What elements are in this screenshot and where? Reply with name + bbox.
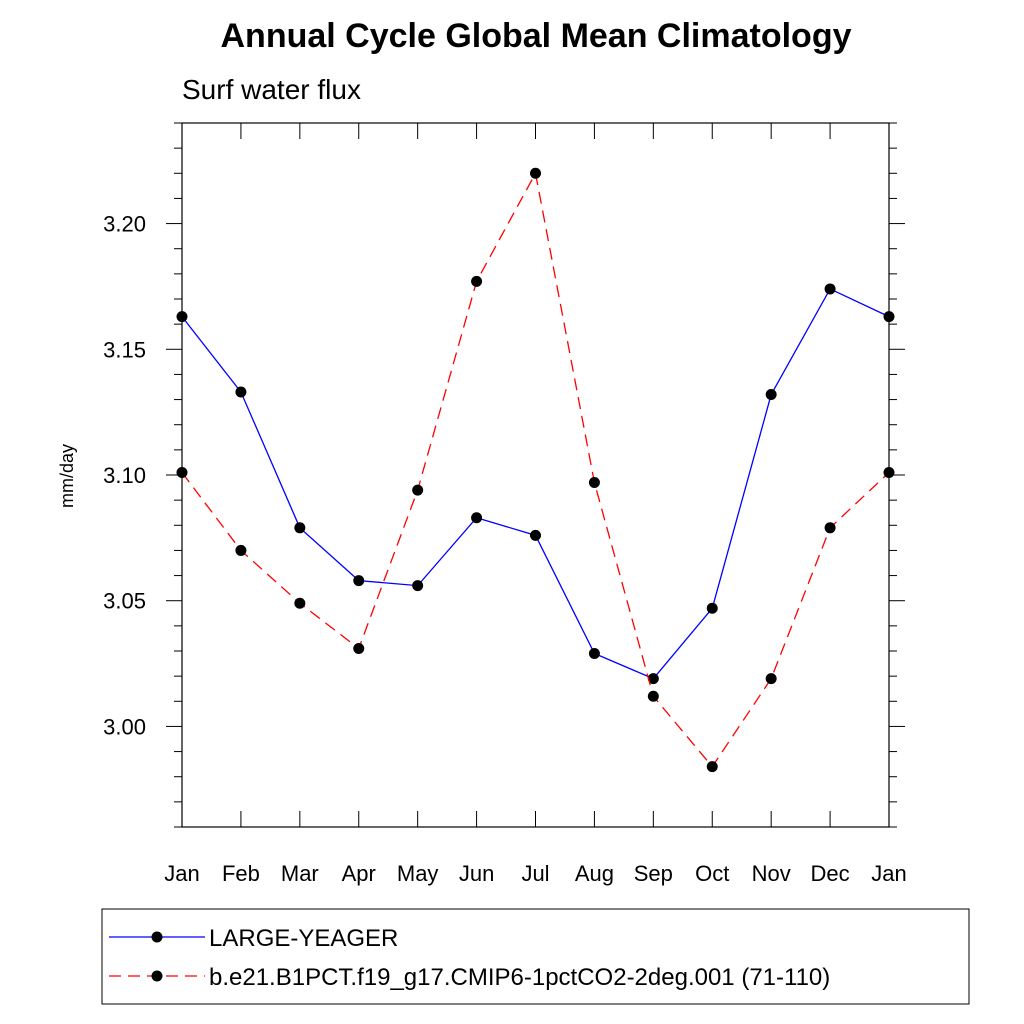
legend-entry-1: LARGE-YEAGER [109,925,398,952]
x-tick-label: Jul [521,861,549,886]
data-point [883,311,895,323]
y-tick-label: 3.05 [103,589,146,614]
data-point [471,512,483,524]
chart-subtitle: Surf water flux [182,74,361,105]
x-tick-label: Jun [459,861,494,886]
data-point [647,673,659,685]
data-point [353,575,365,587]
data-point [412,580,424,592]
data-point [824,283,836,295]
x-tick-label: Apr [342,861,376,886]
data-point [471,275,483,287]
x-tick-label: Nov [752,861,791,886]
x-tick-label: May [397,861,439,886]
x-tick-label: Oct [695,861,729,886]
series-layer [176,167,895,773]
x-tick-label: Jan [871,861,906,886]
x-tick-label: Mar [281,861,319,886]
series-line [181,288,890,680]
data-point [706,761,718,773]
data-point [530,167,541,179]
data-point [294,522,306,534]
data-point [176,466,188,478]
data-point [765,673,777,685]
data-point [235,544,247,556]
x-tick-label: Sep [634,861,673,886]
series-2 [176,167,895,773]
legend-label: b.e21.B1PCT.f19_g17.CMIP6-1pctCO2-2deg.0… [209,964,830,991]
legend-marker [151,970,163,982]
data-point [765,389,777,401]
y-tick-label: 3.10 [103,463,146,488]
y-axis-label: mm/day [57,444,77,508]
legend-box [101,908,970,1005]
y-tick-label: 3.20 [103,212,146,237]
data-point [412,484,424,496]
data-point [294,597,306,609]
legend: LARGE-YEAGER b.e21.B1PCT.f19_g17.CMIP6-1p… [101,908,970,1005]
data-point [706,602,718,614]
legend-label: LARGE-YEAGER [209,925,398,952]
y-tick-label: 3.00 [103,714,146,739]
data-point [353,642,365,654]
data-point [883,466,895,478]
axis-ticks: Jan Feb Mar Apr May Jun Jul Aug Sep Oct Nov Dec Jan 3… [103,122,907,886]
series-line [181,171,890,768]
chart-title: Annual Cycle Global Mean Climatology [221,17,852,55]
y-tick-label: 3.15 [103,337,146,362]
data-point [235,386,247,398]
x-tick-label: Dec [811,861,850,886]
x-tick-label: Jan [164,861,199,886]
legend-entry-2: b.e21.B1PCT.f19_g17.CMIP6-1pctCO2-2deg.0… [109,964,830,991]
data-point [588,477,600,489]
x-tick-label: Aug [575,861,614,886]
data-point [176,311,188,323]
legend-marker [151,931,163,943]
data-point [824,522,836,534]
series-1 [176,283,895,685]
data-point [588,648,600,660]
x-tick-label: Feb [222,861,260,886]
data-point [530,529,541,541]
data-point [647,690,659,702]
plot-frame [181,122,890,828]
